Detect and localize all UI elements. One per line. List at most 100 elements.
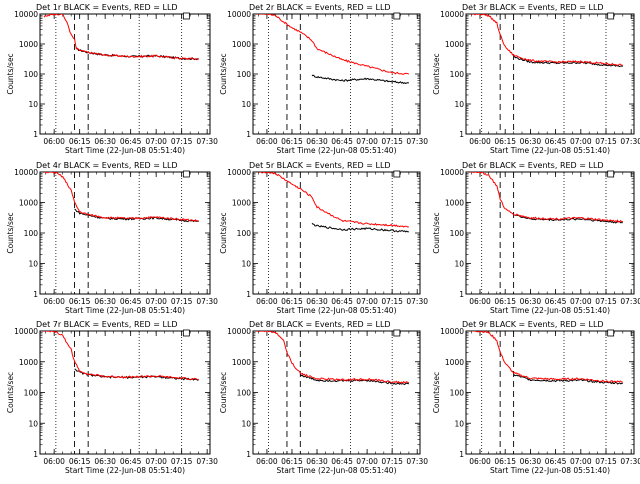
x-tick-label: 07:15	[171, 137, 193, 146]
y-tick-label: 1000	[19, 358, 38, 367]
series-line-lld	[256, 172, 410, 228]
series-line-lld	[256, 331, 410, 384]
panel-det-3: Det 3r BLACK = Events, RED = LLD 1 10 100 10…	[432, 3, 640, 155]
x-tick-label: 07:30	[406, 297, 428, 306]
x-tick-label: 07:00	[570, 297, 592, 306]
plot-frame	[465, 171, 635, 295]
attenuator-marker	[393, 12, 401, 20]
x-tick-label: 07:00	[145, 457, 167, 466]
curves	[256, 172, 410, 233]
panel-title: Det 6r BLACK = Events, RED = LLD	[462, 161, 604, 170]
x-tick-label: 06:15	[281, 137, 303, 146]
x-tick-label: 07:00	[356, 457, 378, 466]
y-axis-title: Counts/sec	[432, 53, 441, 94]
panel-title: Det 1r BLACK = Events, RED = LLD	[36, 3, 178, 12]
y-tick-label: 1	[459, 450, 464, 459]
series-line-lld	[469, 331, 623, 384]
x-tick-label: 06:00	[256, 457, 278, 466]
x-tick-label: 06:15	[69, 297, 91, 306]
y-tick-label: 100	[237, 229, 252, 238]
x-tick-label: 07:30	[620, 457, 640, 466]
y-tick-label: 1	[33, 450, 38, 459]
y-tick-label: 10000	[440, 327, 464, 336]
x-tick-label: 07:15	[595, 297, 617, 306]
panel-det-8: Det 8r BLACK = Events, RED = LLD 1 10 100 10…	[219, 320, 428, 475]
panel-title: Det 8r BLACK = Events, RED = LLD	[249, 320, 391, 329]
y-tick-label: 1000	[232, 40, 251, 49]
y-axis-title: Counts/sec	[219, 212, 228, 253]
series-line-events	[311, 222, 409, 233]
y-tick-label: 1000	[232, 199, 251, 208]
series-line-lld	[43, 14, 199, 61]
y-tick-label: 10000	[14, 10, 38, 19]
series-line-events	[513, 214, 623, 224]
y-axis-title: Counts/sec	[6, 372, 15, 413]
y-tick-label: 10000	[227, 327, 251, 336]
y-axis-title: Counts/sec	[432, 212, 441, 253]
y-tick-label: 1000	[445, 40, 464, 49]
x-tick-label: 06:30	[306, 457, 328, 466]
y-tick-label: 1	[246, 450, 251, 459]
x-tick-label: 06:00	[469, 297, 491, 306]
curves	[256, 331, 410, 386]
plot-frame	[39, 13, 211, 135]
x-axis-title: Start Time (22-Jun-08 05:51:40)	[65, 146, 185, 155]
x-tick-label: 06:45	[545, 457, 567, 466]
series-line-events	[513, 56, 623, 68]
y-tick-label: 1000	[232, 358, 251, 367]
y-tick-label: 100	[450, 70, 465, 79]
x-tick-label: 07:15	[595, 457, 617, 466]
y-tick-label: 10000	[440, 168, 464, 177]
series-line-lld	[43, 331, 199, 381]
x-tick-label: 06:45	[331, 457, 353, 466]
x-tick-label: 06:45	[120, 297, 142, 306]
y-tick-label: 100	[237, 70, 252, 79]
x-tick-label: 07:30	[196, 137, 218, 146]
x-tick-label: 06:30	[306, 297, 328, 306]
y-axis-title: Counts/sec	[6, 212, 15, 253]
x-tick-label: 06:15	[281, 297, 303, 306]
x-tick-label: 07:30	[620, 137, 640, 146]
x-tick-label: 06:30	[520, 137, 542, 146]
y-tick-label: 10000	[440, 10, 464, 19]
series-line-lld	[469, 14, 624, 67]
y-tick-label: 10	[241, 260, 251, 269]
attenuator-marker	[393, 329, 401, 337]
y-axis-title: Counts/sec	[432, 372, 441, 413]
x-tick-label: 06:45	[120, 457, 142, 466]
x-tick-label: 06:15	[494, 297, 516, 306]
attenuator-marker	[607, 12, 615, 20]
x-tick-label: 07:30	[406, 457, 428, 466]
y-tick-label: 1	[246, 130, 251, 139]
y-tick-label: 10000	[14, 168, 38, 177]
x-tick-label: 07:00	[356, 137, 378, 146]
plot-frame	[39, 330, 211, 455]
y-tick-label: 1000	[19, 199, 38, 208]
x-axis-title: Start Time (22-Jun-08 05:51:40)	[277, 466, 397, 475]
x-axis-title: Start Time (22-Jun-08 05:51:40)	[490, 306, 610, 315]
attenuator-marker	[182, 12, 190, 20]
series-line-lld	[44, 172, 199, 222]
y-tick-label: 10	[28, 100, 38, 109]
y-axis-title: Counts/sec	[219, 53, 228, 94]
y-tick-label: 10000	[227, 168, 251, 177]
attenuator-marker	[182, 170, 190, 178]
y-tick-label: 1000	[445, 199, 464, 208]
x-tick-label: 06:30	[520, 457, 542, 466]
x-tick-label: 06:15	[494, 137, 516, 146]
x-tick-label: 06:45	[331, 297, 353, 306]
x-tick-label: 07:00	[570, 137, 592, 146]
y-tick-label: 100	[24, 389, 39, 398]
x-tick-label: 07:15	[595, 137, 617, 146]
attenuator-marker	[607, 170, 615, 178]
plot-frame	[39, 171, 211, 295]
panel-title: Det 3r BLACK = Events, RED = LLD	[462, 3, 604, 12]
x-tick-label: 06:30	[94, 297, 116, 306]
x-axis-title: Start Time (22-Jun-08 05:51:40)	[65, 306, 185, 315]
y-tick-label: 10	[28, 260, 38, 269]
y-tick-label: 10	[241, 419, 251, 428]
y-tick-label: 10000	[14, 327, 38, 336]
x-tick-label: 07:00	[570, 457, 592, 466]
x-tick-label: 07:30	[196, 457, 218, 466]
